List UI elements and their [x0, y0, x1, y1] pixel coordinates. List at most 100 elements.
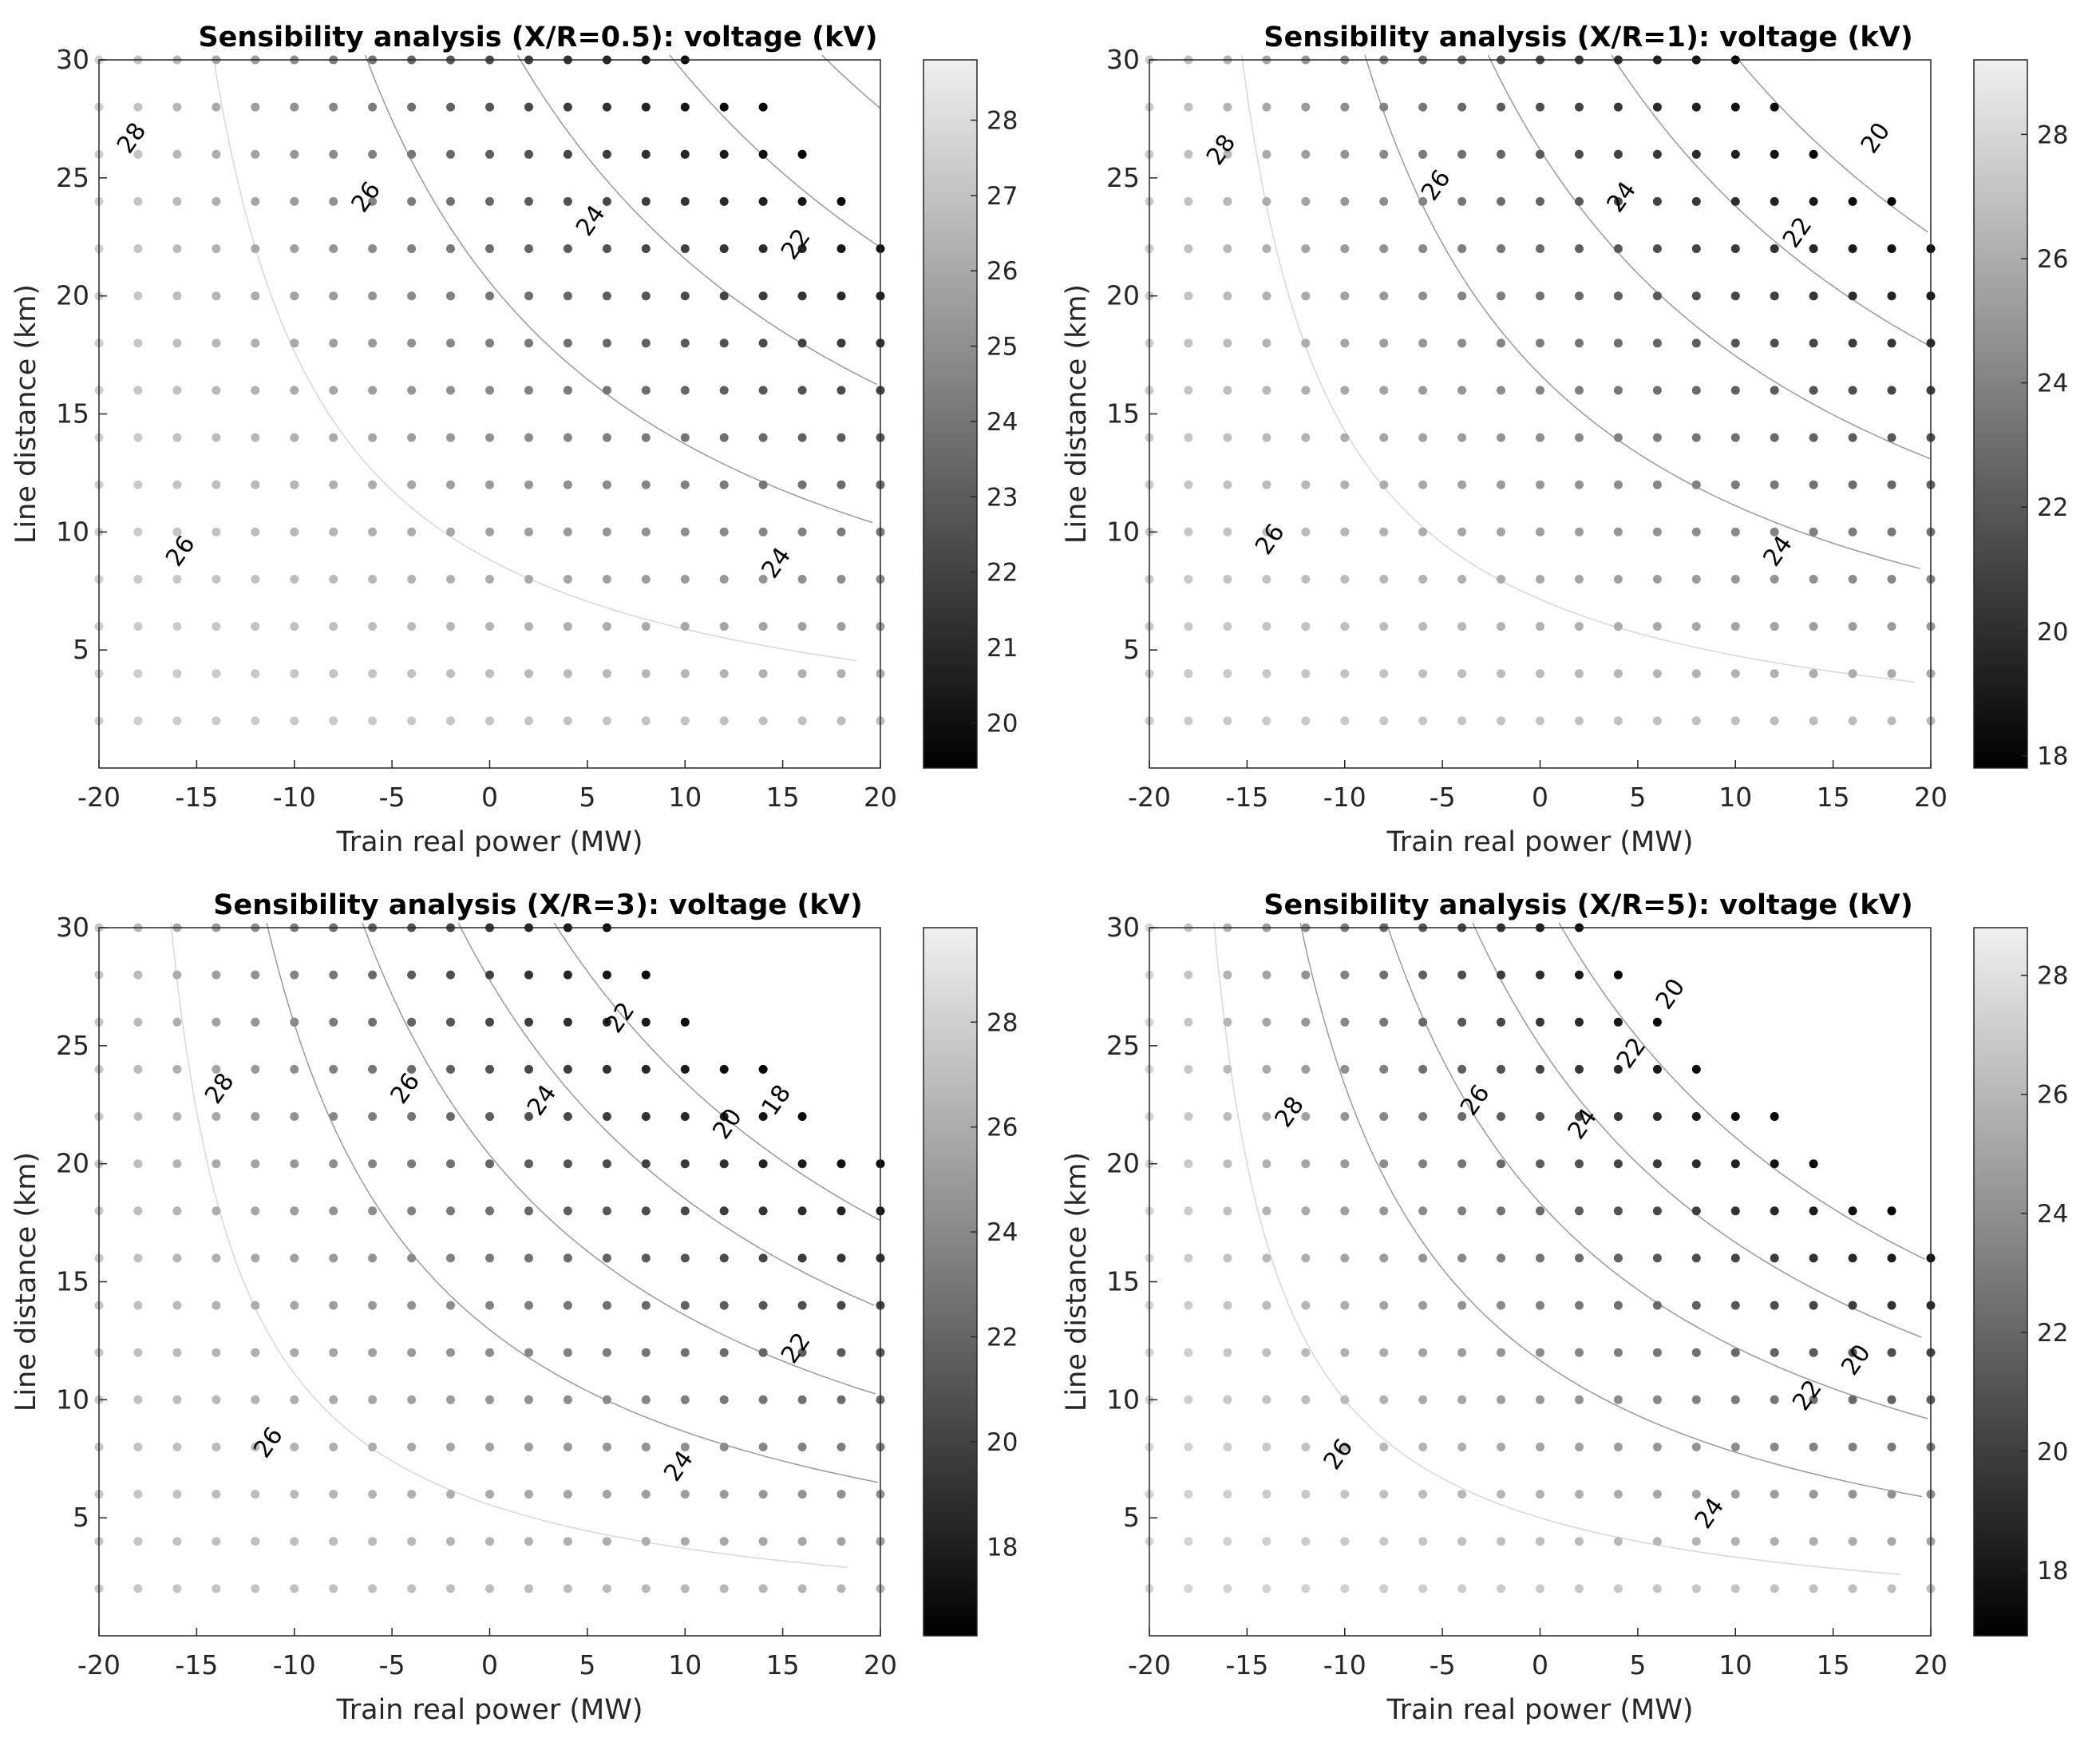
data-point [212, 480, 221, 489]
data-point [524, 1301, 533, 1310]
data-point [1730, 149, 1740, 159]
data-point [1418, 622, 1428, 631]
data-point [602, 1159, 611, 1169]
data-point [758, 1395, 768, 1404]
data-point [1730, 1112, 1740, 1121]
data-point [1262, 433, 1271, 442]
data-point [1497, 1064, 1505, 1074]
data-point [1652, 1017, 1662, 1027]
data-point [290, 149, 299, 159]
data-point [290, 480, 299, 489]
data-point [1223, 669, 1232, 679]
data-point [719, 1159, 729, 1169]
data-point [719, 716, 729, 726]
data-point [1652, 1301, 1662, 1310]
data-point [329, 1112, 338, 1121]
data-point [524, 1206, 533, 1216]
data-point [133, 1253, 143, 1263]
data-point [1262, 480, 1271, 489]
data-point [1730, 338, 1740, 348]
x-tick-label: -20 [1128, 782, 1171, 813]
data-point [1262, 622, 1271, 631]
data-point [172, 716, 182, 726]
data-point [1536, 433, 1544, 442]
data-point [1262, 1584, 1271, 1593]
data-point [1184, 1395, 1193, 1404]
data-point [797, 1443, 807, 1451]
data-point [1340, 622, 1350, 631]
data-point [758, 1159, 768, 1169]
data-point [1575, 1017, 1584, 1027]
data-point [1340, 527, 1350, 536]
data-point [1770, 1537, 1779, 1546]
data-point [1379, 716, 1389, 726]
data-point [446, 716, 455, 726]
data-point [368, 480, 378, 489]
data-point [1613, 1206, 1623, 1216]
data-point [368, 102, 378, 112]
data-point [329, 149, 338, 159]
data-point [251, 1112, 260, 1121]
data-point [1262, 149, 1271, 159]
data-point [1613, 1159, 1623, 1169]
data-point [836, 1443, 846, 1451]
data-point [719, 102, 729, 112]
data-point [797, 1253, 807, 1263]
data-point [1184, 386, 1193, 395]
data-point [758, 716, 768, 726]
data-point [1652, 575, 1662, 584]
data-point [172, 1159, 182, 1169]
data-point [1262, 1112, 1271, 1121]
data-point [680, 102, 690, 112]
data-point [1223, 1064, 1232, 1074]
data-point [1301, 149, 1311, 159]
data-point [1457, 244, 1467, 253]
data-point [1379, 669, 1389, 679]
data-point [1379, 1443, 1389, 1451]
data-point [641, 244, 651, 253]
data-point [1652, 669, 1662, 679]
data-point [1730, 1490, 1740, 1499]
data-point [680, 149, 690, 159]
data-point [407, 575, 417, 584]
data-point [485, 1112, 494, 1121]
data-point [680, 291, 690, 301]
data-point [524, 196, 533, 206]
data-point [1223, 338, 1232, 348]
data-point [1613, 622, 1623, 631]
data-point [1575, 386, 1584, 395]
data-point [407, 1490, 417, 1499]
data-point [446, 1584, 455, 1593]
data-point [563, 1064, 572, 1074]
y-tick-label: 10 [56, 516, 89, 547]
data-point [719, 1253, 729, 1263]
data-point [1691, 149, 1701, 159]
data-point [1497, 1206, 1505, 1216]
data-point [212, 149, 221, 159]
data-point [1340, 1348, 1350, 1357]
data-point [329, 1584, 338, 1593]
data-point [407, 716, 417, 726]
data-point [1730, 1301, 1740, 1310]
data-point [641, 1064, 651, 1074]
data-point [1340, 716, 1350, 726]
x-tick-label: 15 [766, 782, 800, 813]
data-point [1497, 1112, 1505, 1121]
data-point [290, 575, 299, 584]
x-axis-label: Train real power (MW) [1386, 826, 1694, 858]
colorbar-tick-label: 18 [2037, 1557, 2068, 1586]
data-point [1418, 196, 1428, 206]
data-point [251, 1490, 260, 1499]
data-point [1418, 669, 1428, 679]
data-point [1575, 575, 1584, 584]
data-point [1691, 1301, 1701, 1310]
data-point [172, 386, 182, 395]
data-point [1770, 244, 1779, 253]
data-point [680, 1206, 690, 1216]
data-point [212, 433, 221, 442]
data-point [1223, 1443, 1232, 1451]
data-point [524, 480, 533, 489]
data-point [1301, 1490, 1311, 1499]
colorbar-tick-label: 22 [2037, 1319, 2068, 1348]
data-point [1730, 575, 1740, 584]
